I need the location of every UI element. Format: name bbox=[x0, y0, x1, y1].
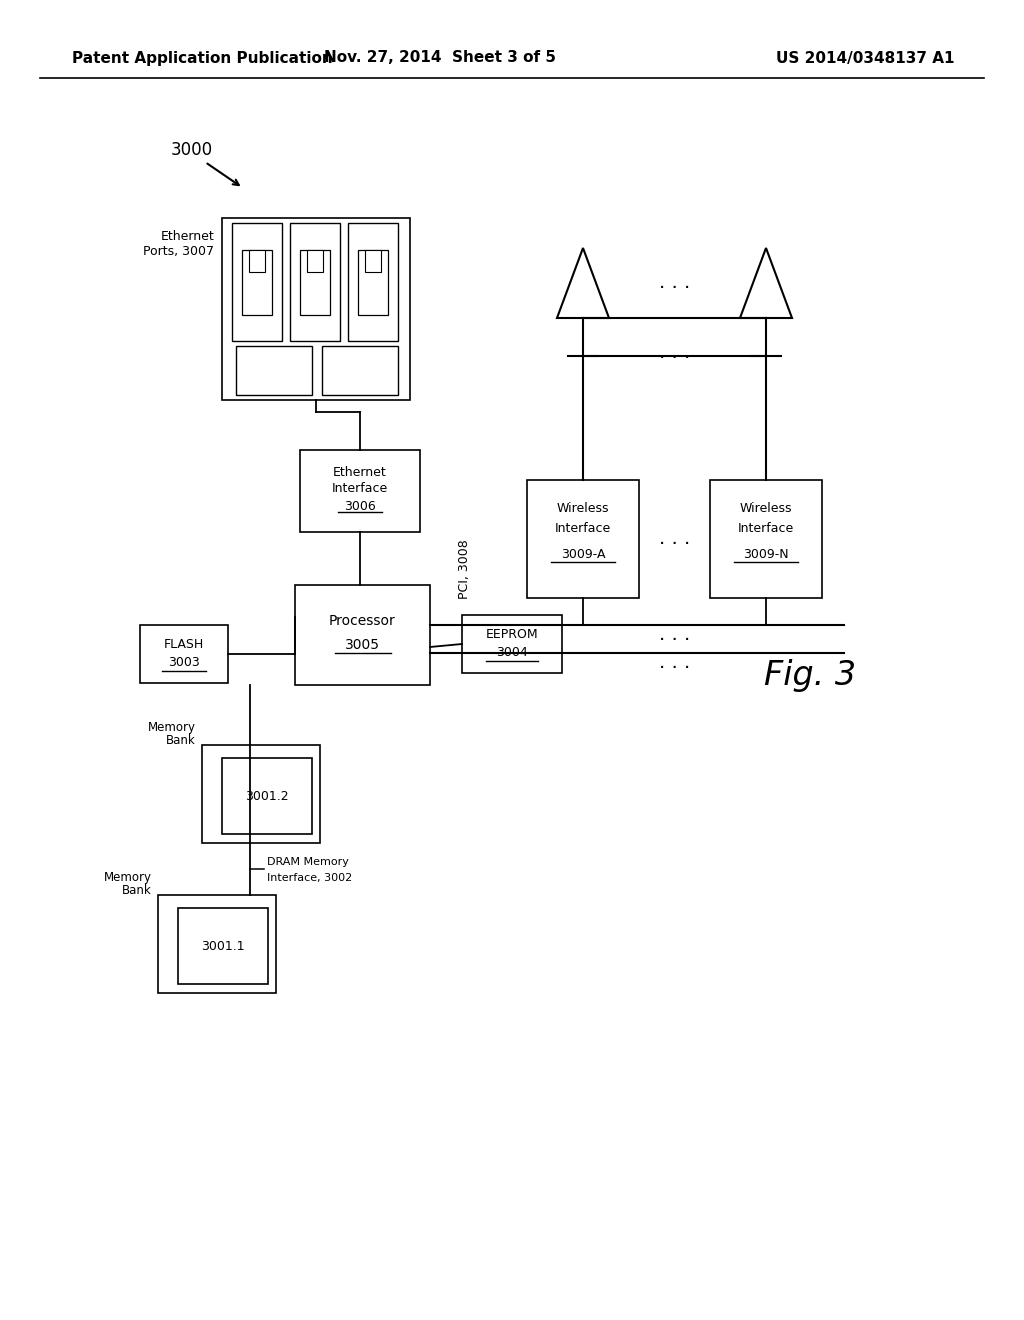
Bar bbox=[348, 223, 398, 341]
Text: 3009-N: 3009-N bbox=[743, 548, 788, 561]
Bar bbox=[365, 249, 381, 272]
Bar bbox=[158, 895, 276, 993]
Text: . . .: . . . bbox=[658, 653, 690, 672]
Bar bbox=[222, 218, 410, 400]
Text: 3000: 3000 bbox=[171, 141, 213, 158]
Text: 3003: 3003 bbox=[168, 656, 200, 669]
Text: 3001.2: 3001.2 bbox=[245, 789, 289, 803]
Text: US 2014/0348137 A1: US 2014/0348137 A1 bbox=[776, 50, 955, 66]
Bar bbox=[290, 223, 340, 341]
Text: Ports, 3007: Ports, 3007 bbox=[143, 246, 214, 257]
Text: . . .: . . . bbox=[658, 529, 690, 549]
Text: 3009-A: 3009-A bbox=[561, 548, 605, 561]
Bar bbox=[242, 249, 272, 314]
Bar bbox=[222, 758, 312, 834]
Bar bbox=[249, 249, 265, 272]
Text: Interface: Interface bbox=[555, 521, 611, 535]
Text: EEPROM: EEPROM bbox=[485, 628, 539, 642]
Text: Bank: Bank bbox=[166, 734, 196, 747]
Text: . . .: . . . bbox=[658, 342, 690, 362]
Text: 3001.1: 3001.1 bbox=[201, 940, 245, 953]
Text: Patent Application Publication: Patent Application Publication bbox=[72, 50, 333, 66]
Bar bbox=[236, 346, 312, 395]
Text: Ethernet: Ethernet bbox=[160, 230, 214, 243]
Bar bbox=[358, 249, 388, 314]
Bar bbox=[527, 480, 639, 598]
Text: Interface: Interface bbox=[738, 521, 795, 535]
Bar bbox=[178, 908, 268, 983]
Text: 3004: 3004 bbox=[496, 647, 528, 660]
Text: Wireless: Wireless bbox=[739, 502, 793, 515]
Text: Bank: Bank bbox=[122, 883, 152, 896]
Bar bbox=[202, 744, 319, 843]
Bar bbox=[322, 346, 398, 395]
Text: Ethernet: Ethernet bbox=[333, 466, 387, 479]
Text: Memory: Memory bbox=[148, 721, 196, 734]
Text: Nov. 27, 2014  Sheet 3 of 5: Nov. 27, 2014 Sheet 3 of 5 bbox=[324, 50, 556, 66]
Text: Memory: Memory bbox=[104, 870, 152, 883]
Text: Processor: Processor bbox=[329, 614, 396, 628]
Bar bbox=[140, 624, 228, 682]
Bar bbox=[462, 615, 562, 673]
Text: . . .: . . . bbox=[658, 626, 690, 644]
Bar bbox=[300, 249, 330, 314]
Bar bbox=[307, 249, 323, 272]
Text: . . .: . . . bbox=[658, 273, 690, 293]
Text: Interface: Interface bbox=[332, 482, 388, 495]
Text: Interface, 3002: Interface, 3002 bbox=[267, 873, 352, 883]
Text: 3006: 3006 bbox=[344, 499, 376, 512]
Text: Wireless: Wireless bbox=[557, 502, 609, 515]
Text: DRAM Memory: DRAM Memory bbox=[267, 857, 349, 867]
Text: Fig. 3: Fig. 3 bbox=[764, 659, 856, 692]
Text: 3005: 3005 bbox=[345, 638, 380, 652]
Text: FLASH: FLASH bbox=[164, 639, 204, 652]
Bar bbox=[295, 585, 430, 685]
Bar bbox=[710, 480, 822, 598]
Text: PCI, 3008: PCI, 3008 bbox=[458, 540, 471, 599]
Bar bbox=[232, 223, 282, 341]
Bar bbox=[300, 450, 420, 532]
